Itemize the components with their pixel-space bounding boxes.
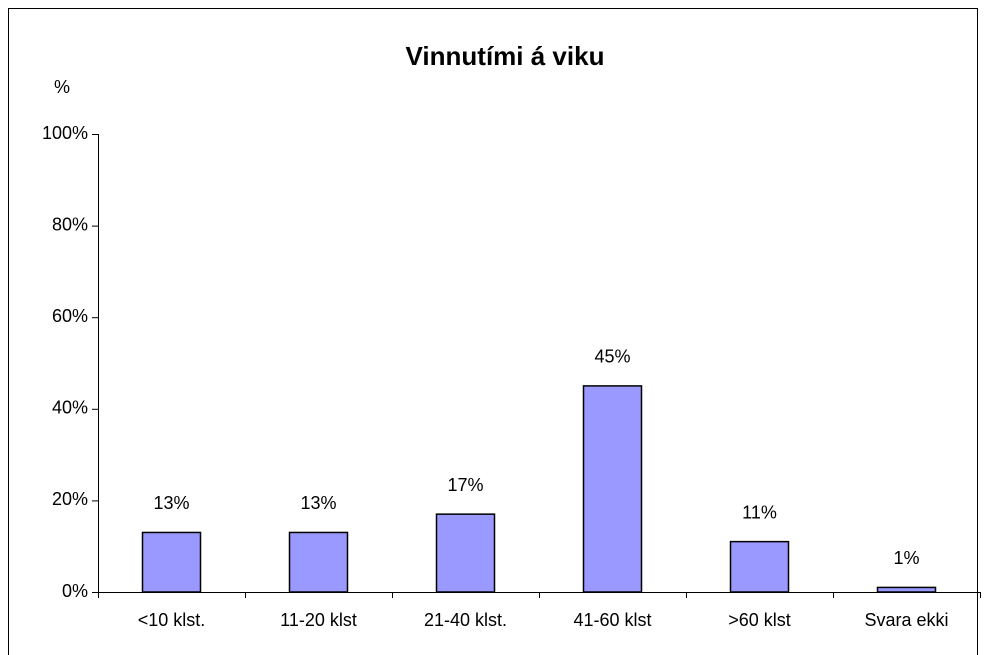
bar bbox=[288, 531, 349, 593]
data-label: 13% bbox=[300, 493, 336, 513]
y-tick-label: 20% bbox=[52, 489, 88, 509]
data-label: 45% bbox=[594, 347, 630, 367]
y-tick-label: 40% bbox=[52, 398, 88, 418]
y-tick-label: 100% bbox=[42, 123, 88, 143]
y-tick-label: 80% bbox=[52, 214, 88, 234]
data-label: 13% bbox=[153, 493, 189, 513]
x-tick-label: 11-20 klst bbox=[280, 610, 357, 630]
x-tick-label: 21-40 klst. bbox=[424, 610, 507, 630]
chart-title: Vinnutími á viku bbox=[406, 41, 605, 71]
data-label: 17% bbox=[447, 475, 483, 495]
data-label: 1% bbox=[893, 548, 919, 568]
y-tick-label: 60% bbox=[52, 306, 88, 326]
bar bbox=[435, 513, 496, 593]
bar bbox=[582, 385, 643, 593]
bar bbox=[876, 586, 937, 593]
x-tick-label: <10 klst. bbox=[138, 610, 206, 630]
y-tick-label: 0% bbox=[62, 581, 88, 601]
bar bbox=[729, 540, 790, 593]
x-tick-label: Svara ekki bbox=[864, 610, 948, 630]
x-tick-label: >60 klst bbox=[728, 610, 791, 630]
bar bbox=[141, 531, 202, 593]
data-label: 11% bbox=[742, 502, 777, 522]
x-tick-label: 41-60 klst bbox=[573, 610, 651, 630]
y-axis-label: % bbox=[54, 77, 70, 97]
